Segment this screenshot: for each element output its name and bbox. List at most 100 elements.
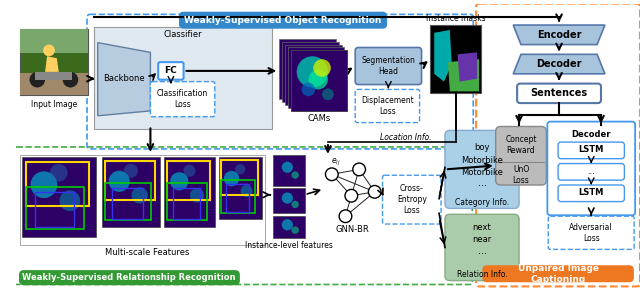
- Circle shape: [224, 171, 239, 186]
- Polygon shape: [35, 72, 72, 80]
- Circle shape: [109, 171, 130, 192]
- Bar: [112, 188, 143, 218]
- Circle shape: [170, 172, 188, 190]
- Text: Segmentation
Head: Segmentation Head: [362, 56, 415, 76]
- Circle shape: [241, 185, 253, 197]
- Bar: [430, 25, 481, 93]
- Text: Weakly-Supervised Relationship Recognition: Weakly-Supervised Relationship Recogniti…: [22, 273, 236, 282]
- Bar: [35, 192, 74, 227]
- FancyBboxPatch shape: [180, 12, 387, 28]
- Circle shape: [297, 56, 328, 88]
- Circle shape: [43, 45, 55, 56]
- Text: Encoder: Encoder: [537, 30, 581, 40]
- Bar: [94, 27, 273, 129]
- Circle shape: [291, 226, 299, 234]
- FancyBboxPatch shape: [558, 185, 625, 201]
- Bar: [279, 39, 336, 99]
- Bar: [282, 42, 339, 102]
- FancyBboxPatch shape: [483, 266, 633, 281]
- Polygon shape: [448, 59, 479, 91]
- FancyBboxPatch shape: [355, 48, 422, 85]
- Text: Instance masks: Instance masks: [426, 14, 486, 23]
- Polygon shape: [513, 25, 605, 45]
- Text: Instance-level features: Instance-level features: [245, 241, 333, 250]
- Text: Sentences: Sentences: [531, 88, 588, 98]
- Circle shape: [60, 190, 80, 211]
- Text: Backbone: Backbone: [103, 74, 145, 83]
- Text: Weakly-Supervised Object Recognition: Weakly-Supervised Object Recognition: [184, 16, 381, 25]
- Text: Cross-
Entropy
Loss: Cross- Entropy Loss: [397, 184, 427, 215]
- Circle shape: [31, 171, 57, 198]
- Text: GNN-BR: GNN-BR: [335, 225, 369, 234]
- Text: $e_{ij}$: $e_{ij}$: [331, 157, 340, 168]
- Text: Concept
Reward: Concept Reward: [505, 135, 537, 155]
- Bar: [219, 157, 262, 219]
- Circle shape: [301, 83, 316, 96]
- FancyBboxPatch shape: [517, 84, 601, 103]
- Text: LSTM: LSTM: [579, 145, 604, 154]
- FancyBboxPatch shape: [547, 122, 635, 215]
- Bar: [20, 29, 88, 53]
- FancyBboxPatch shape: [495, 126, 547, 185]
- Text: FC: FC: [164, 66, 177, 75]
- Bar: [22, 157, 96, 237]
- Text: Relation Info.: Relation Info.: [457, 270, 508, 279]
- FancyBboxPatch shape: [445, 131, 519, 208]
- Text: Category Info.: Category Info.: [455, 198, 509, 207]
- Bar: [26, 187, 84, 229]
- Bar: [167, 183, 207, 220]
- Circle shape: [291, 201, 299, 208]
- Bar: [221, 180, 255, 213]
- Text: Classification
Loss: Classification Loss: [157, 89, 208, 109]
- Circle shape: [131, 187, 148, 204]
- Circle shape: [353, 163, 365, 176]
- Circle shape: [50, 164, 68, 182]
- FancyBboxPatch shape: [383, 175, 441, 224]
- Circle shape: [282, 219, 293, 230]
- Polygon shape: [434, 30, 452, 82]
- Polygon shape: [45, 56, 59, 72]
- FancyBboxPatch shape: [445, 214, 519, 281]
- Circle shape: [282, 192, 293, 204]
- Circle shape: [345, 190, 358, 202]
- Circle shape: [183, 165, 195, 177]
- Bar: [291, 51, 348, 111]
- Bar: [105, 161, 155, 199]
- Bar: [221, 161, 258, 195]
- Bar: [173, 188, 200, 218]
- Bar: [102, 157, 160, 227]
- Bar: [20, 155, 266, 244]
- Text: Location Info.: Location Info.: [380, 133, 432, 142]
- Text: ...: ...: [477, 178, 486, 188]
- FancyBboxPatch shape: [20, 271, 239, 284]
- Circle shape: [314, 59, 331, 77]
- FancyBboxPatch shape: [355, 89, 420, 123]
- Bar: [273, 216, 305, 238]
- Text: Multi-scale Features: Multi-scale Features: [106, 248, 189, 257]
- Circle shape: [339, 210, 352, 223]
- Text: Displacement
Loss: Displacement Loss: [361, 96, 414, 116]
- Bar: [26, 161, 89, 206]
- Circle shape: [29, 72, 45, 88]
- Circle shape: [124, 164, 138, 178]
- Text: ...: ...: [588, 167, 595, 176]
- Text: Motorbike: Motorbike: [461, 168, 503, 177]
- FancyBboxPatch shape: [150, 82, 215, 117]
- Text: Unpaired Image
Captioning: Unpaired Image Captioning: [518, 264, 598, 284]
- Circle shape: [282, 162, 293, 173]
- Polygon shape: [513, 54, 605, 74]
- Text: Motorbike: Motorbike: [461, 156, 503, 165]
- Polygon shape: [98, 43, 150, 116]
- FancyBboxPatch shape: [558, 164, 625, 180]
- Polygon shape: [458, 52, 477, 82]
- Text: Decoder: Decoder: [572, 130, 611, 139]
- Text: UnO
Loss: UnO Loss: [513, 165, 529, 185]
- Bar: [105, 183, 151, 220]
- FancyBboxPatch shape: [558, 142, 625, 159]
- Text: near: near: [472, 235, 492, 244]
- Bar: [227, 184, 249, 212]
- Polygon shape: [20, 73, 88, 95]
- Text: CAMs: CAMs: [307, 114, 331, 123]
- Bar: [167, 161, 210, 199]
- Circle shape: [63, 72, 78, 88]
